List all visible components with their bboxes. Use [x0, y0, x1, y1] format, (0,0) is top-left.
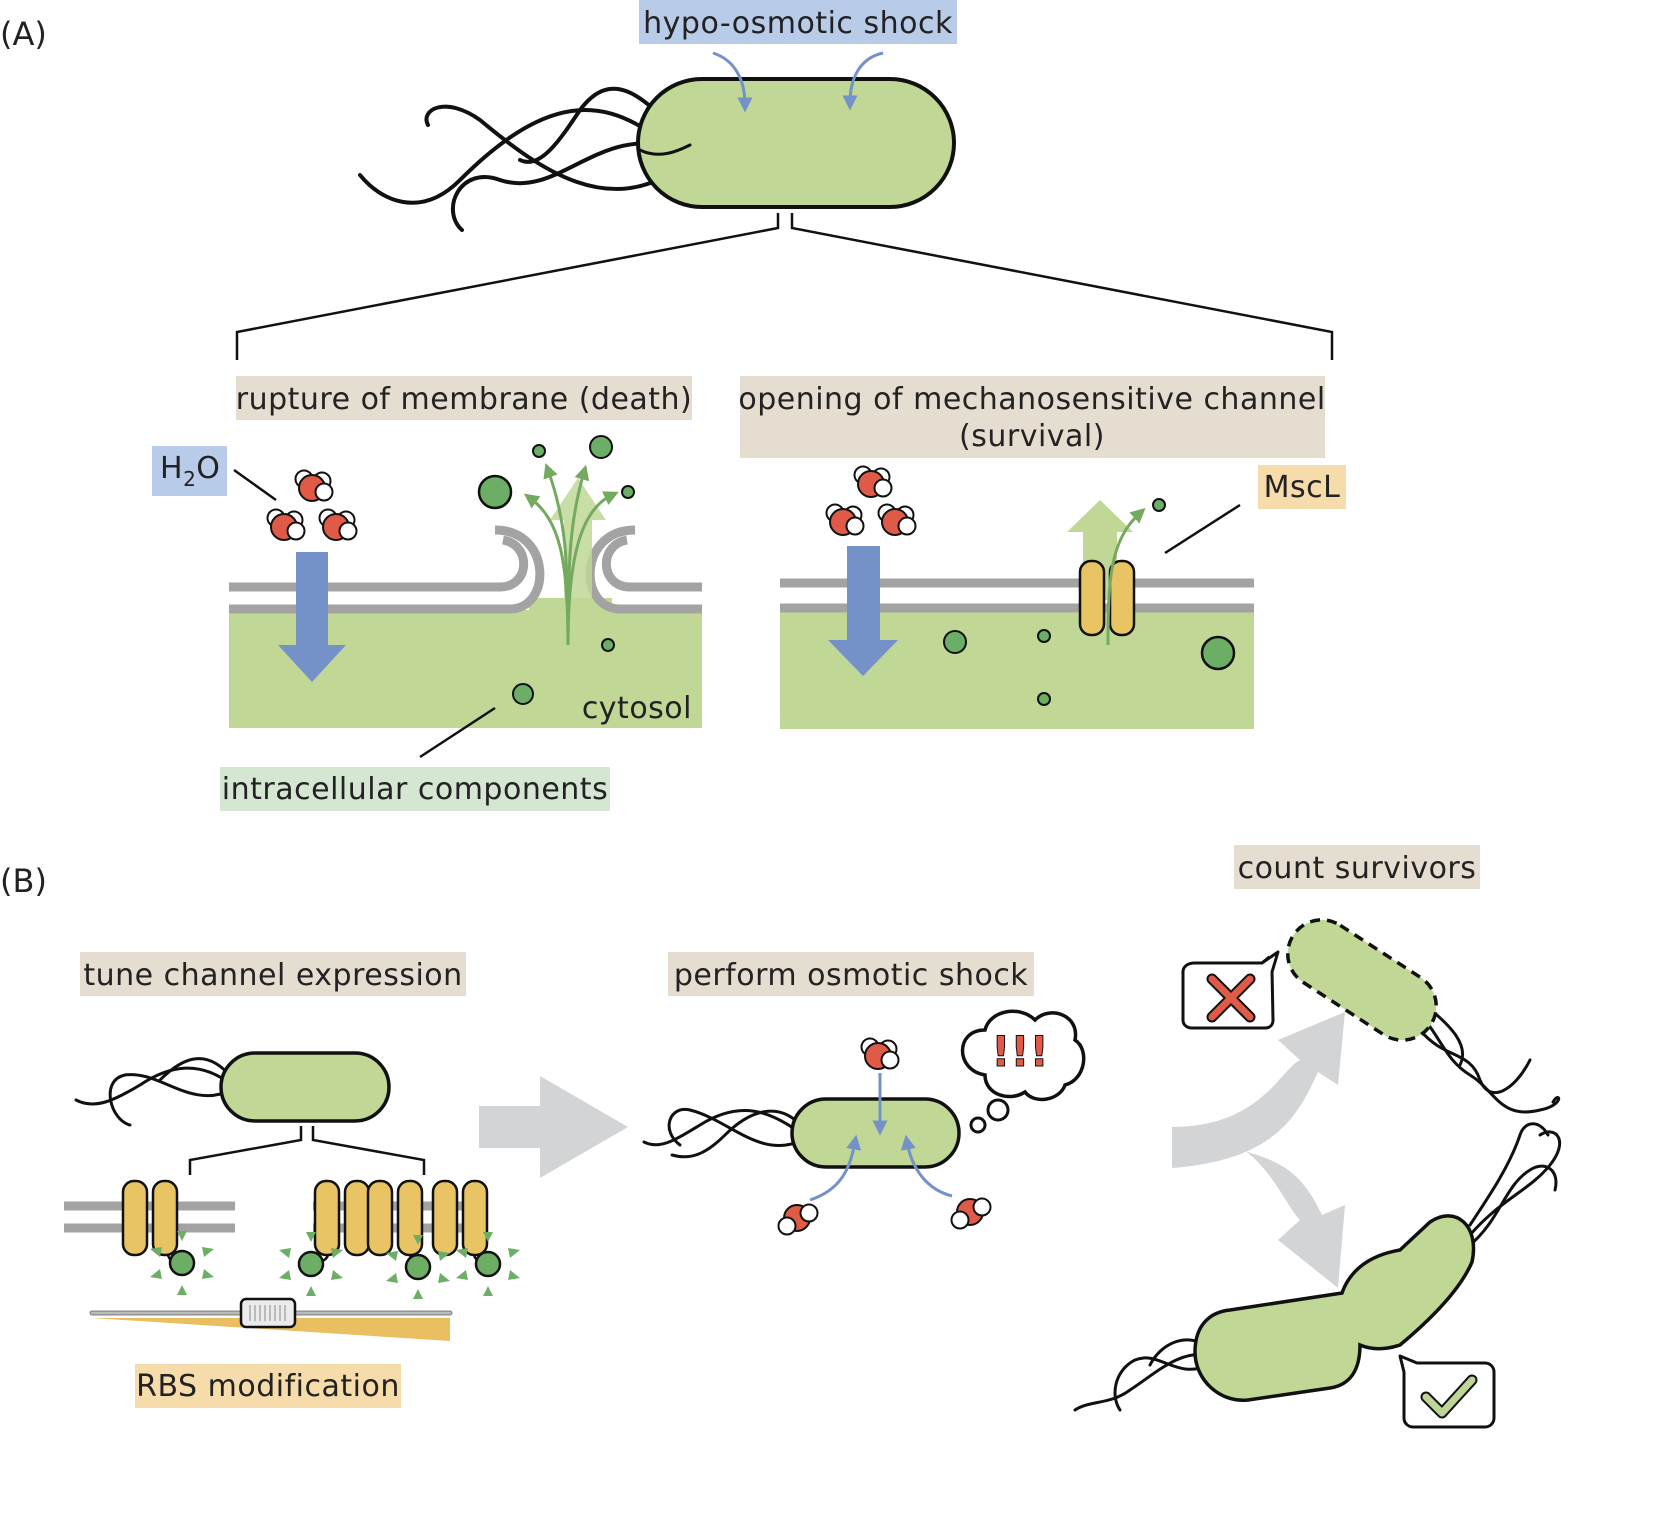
zoom-line-tune-right [311, 1126, 426, 1175]
component-escaped-2 [532, 444, 546, 458]
cell-body [636, 77, 956, 209]
leader-mscl [1164, 503, 1241, 555]
label-intracellular-components: intracellular components [222, 772, 608, 807]
water-molecule-icon [860, 1037, 900, 1070]
label-bg-tune [80, 952, 466, 996]
bacterium-top [358, 77, 956, 232]
step-arrow-icon [479, 1076, 628, 1178]
label-opening-line1: opening of mechanosensitive channel [738, 382, 1325, 417]
label-bg-mscl [1258, 465, 1346, 509]
speech-bubble-check [1398, 1354, 1496, 1429]
expression-gradient [92, 1318, 450, 1341]
label-cytosol: cytosol [582, 691, 692, 726]
bacterium-tune [74, 1051, 391, 1127]
component-escaped-1 [477, 474, 513, 510]
label-hypo-osmotic-shock: hypo-osmotic shock [643, 6, 953, 41]
cell-body-dividing [1193, 1214, 1476, 1402]
component-inside-4 [1200, 635, 1236, 671]
panel-label-b: (B) [0, 862, 47, 900]
water-molecule-icon [950, 1197, 992, 1230]
label-bg-water [152, 446, 227, 496]
label-bg-rbs [135, 1364, 401, 1408]
component-inside-3 [1037, 692, 1051, 706]
water-influx-arrow-left [712, 51, 753, 113]
label-mscl: MscL [1264, 470, 1341, 505]
water-influx-arrow-channel [828, 546, 898, 676]
label-bg-rupture [236, 376, 692, 420]
water-molecule-icon [294, 469, 334, 502]
water-influx-arrow-right [842, 51, 884, 111]
zoom-line-tune-left [188, 1126, 303, 1175]
rbs-slider [89, 1297, 453, 1341]
membrane-low-expression [64, 1179, 235, 1297]
label-opening-line2: (survival) [959, 419, 1105, 454]
water-influx-arrow [900, 1134, 953, 1198]
leader-intracellular [419, 706, 496, 759]
zoom-line-left [235, 213, 780, 360]
label-bg-count [1234, 845, 1480, 889]
bacterium-dead [1285, 918, 1561, 1114]
split-arrow-up [1172, 1012, 1345, 1168]
channel-membrane-scene [780, 498, 1254, 729]
label-water: H2O [160, 451, 220, 491]
component-inside-2 [512, 683, 534, 705]
label-bg-hypo [639, 0, 957, 44]
cell-body [219, 1051, 391, 1123]
component-escaped-3 [589, 435, 613, 459]
water-molecule-icon [266, 508, 306, 541]
split-arrow-down [1172, 1127, 1345, 1288]
speech-bubble-cross [1181, 950, 1280, 1030]
component-escaped-4 [621, 485, 635, 499]
thought-bubble-icon: !!! [960, 1009, 1086, 1134]
water-molecule-icon [877, 503, 917, 536]
component-inside-1 [943, 630, 967, 654]
label-rupture: rupture of membrane (death) [236, 382, 693, 417]
water-molecule-icon [777, 1203, 819, 1236]
slider-handle [239, 1297, 297, 1329]
label-perform-osmotic-shock: perform osmotic shock [674, 958, 1028, 993]
label-count-survivors: count survivors [1238, 851, 1477, 886]
panel-label-a: (A) [0, 15, 47, 53]
water-molecule-icon [825, 503, 865, 536]
label-tune-channel-expression: tune channel expression [83, 958, 462, 993]
component-inside-2 [1037, 629, 1051, 643]
membrane-high-expression [277, 1179, 522, 1301]
shock-exclamation: !!! [991, 1027, 1048, 1076]
water-influx-arrow-rupture [278, 552, 346, 682]
cell-body-ruptured [1285, 918, 1439, 1042]
rupture-membrane-scene [229, 435, 702, 728]
label-bg-perform [668, 952, 1034, 996]
water-molecule-icon [853, 465, 893, 498]
zoom-line-right [790, 213, 1334, 360]
leader-water [233, 468, 277, 502]
cell-body [790, 1097, 961, 1169]
water-influx-arrow [809, 1134, 862, 1202]
label-bg-intracellular [220, 767, 610, 811]
bacterium-dividing [1073, 1122, 1562, 1412]
water-molecule-icon [318, 508, 358, 541]
component-escaped [1152, 498, 1166, 512]
component-inside-1 [601, 638, 615, 652]
label-bg-opening [740, 376, 1325, 458]
label-rbs-modification: RBS modification [136, 1369, 400, 1404]
